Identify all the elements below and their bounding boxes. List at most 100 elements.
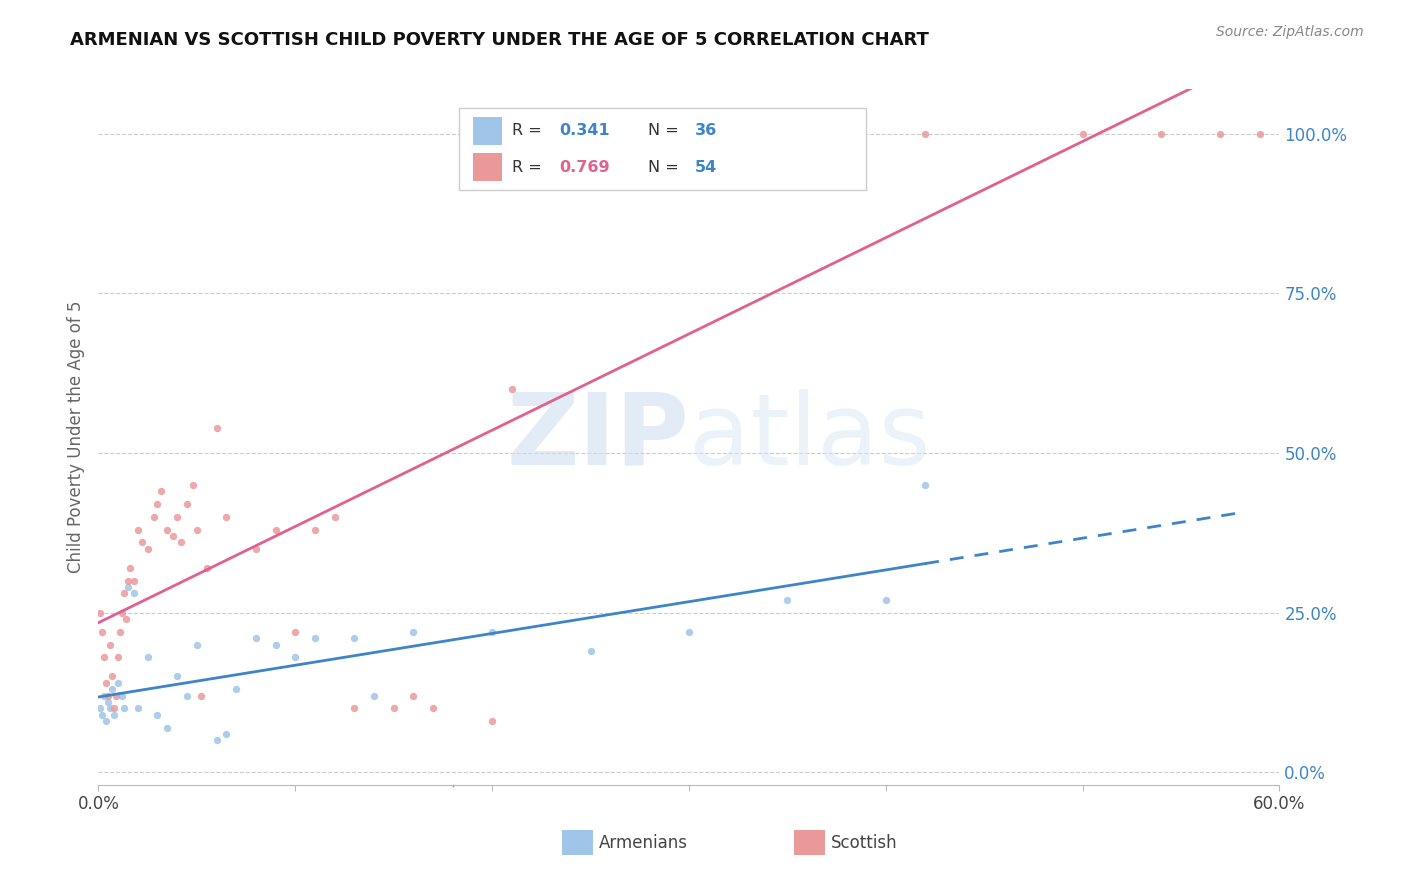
Text: atlas: atlas	[689, 389, 931, 485]
Point	[501, 382, 523, 396]
Point	[1150, 127, 1173, 141]
Point	[107, 650, 129, 665]
Point	[122, 586, 145, 600]
Point	[402, 624, 425, 639]
Point	[105, 689, 128, 703]
Point	[245, 631, 267, 645]
Point	[127, 523, 149, 537]
Text: Armenians: Armenians	[599, 834, 688, 852]
Point	[245, 541, 267, 556]
Point	[776, 592, 799, 607]
Point	[97, 689, 120, 703]
Point	[97, 695, 120, 709]
Point	[190, 689, 212, 703]
Point	[91, 624, 114, 639]
Point	[304, 631, 326, 645]
Point	[264, 523, 287, 537]
Text: R =: R =	[512, 123, 547, 138]
Point	[122, 574, 145, 588]
Text: N =: N =	[648, 123, 683, 138]
Point	[112, 586, 135, 600]
Point	[107, 676, 129, 690]
Point	[91, 707, 114, 722]
Point	[115, 612, 138, 626]
Point	[89, 701, 111, 715]
Point	[264, 638, 287, 652]
Point	[284, 624, 307, 639]
Point	[103, 707, 125, 722]
Point	[142, 509, 165, 524]
Point	[96, 714, 118, 728]
Point	[579, 644, 602, 658]
Point	[111, 689, 134, 703]
Point	[205, 733, 228, 747]
Point	[520, 127, 543, 141]
Point	[127, 701, 149, 715]
Point	[89, 606, 111, 620]
Point	[678, 127, 700, 141]
Text: 0.769: 0.769	[560, 160, 610, 175]
Point	[481, 714, 503, 728]
Point	[181, 478, 204, 492]
Point	[117, 574, 139, 588]
Point	[875, 592, 897, 607]
Point	[131, 535, 153, 549]
Point	[186, 638, 208, 652]
Point	[323, 509, 346, 524]
Text: 54: 54	[695, 160, 717, 175]
Point	[166, 669, 188, 683]
Text: R =: R =	[512, 160, 547, 175]
Point	[678, 624, 700, 639]
Point	[101, 682, 124, 697]
Text: Source: ZipAtlas.com: Source: ZipAtlas.com	[1216, 25, 1364, 39]
Point	[112, 701, 135, 715]
Point	[146, 497, 169, 511]
Text: ZIP: ZIP	[506, 389, 689, 485]
Text: 0.341: 0.341	[560, 123, 610, 138]
Point	[117, 580, 139, 594]
Point	[136, 650, 159, 665]
Bar	[472, 153, 502, 181]
Point	[914, 478, 936, 492]
Point	[225, 682, 247, 697]
Point	[150, 484, 173, 499]
Point	[101, 669, 124, 683]
Bar	[472, 117, 502, 145]
Point	[118, 561, 141, 575]
FancyBboxPatch shape	[458, 108, 866, 190]
Point	[93, 689, 115, 703]
Point	[96, 676, 118, 690]
Text: Scottish: Scottish	[831, 834, 897, 852]
Point	[156, 523, 179, 537]
Point	[103, 701, 125, 715]
Point	[108, 624, 131, 639]
Point	[343, 631, 366, 645]
Point	[914, 127, 936, 141]
Point	[579, 127, 602, 141]
Y-axis label: Child Poverty Under the Age of 5: Child Poverty Under the Age of 5	[66, 301, 84, 574]
Point	[156, 721, 179, 735]
Point	[176, 689, 198, 703]
Point	[215, 727, 238, 741]
Point	[195, 561, 218, 575]
Point	[176, 497, 198, 511]
Point	[93, 650, 115, 665]
Text: ARMENIAN VS SCOTTISH CHILD POVERTY UNDER THE AGE OF 5 CORRELATION CHART: ARMENIAN VS SCOTTISH CHILD POVERTY UNDER…	[70, 31, 929, 49]
Point	[422, 701, 444, 715]
Point	[111, 606, 134, 620]
Point	[382, 701, 405, 715]
Point	[98, 638, 121, 652]
Point	[166, 509, 188, 524]
Point	[1209, 127, 1232, 141]
Text: N =: N =	[648, 160, 683, 175]
Point	[136, 541, 159, 556]
Point	[146, 707, 169, 722]
Point	[1071, 127, 1094, 141]
Point	[1249, 127, 1271, 141]
Point	[215, 509, 238, 524]
Point	[835, 127, 858, 141]
Point	[481, 624, 503, 639]
Point	[205, 420, 228, 434]
Point	[343, 701, 366, 715]
Point	[284, 650, 307, 665]
